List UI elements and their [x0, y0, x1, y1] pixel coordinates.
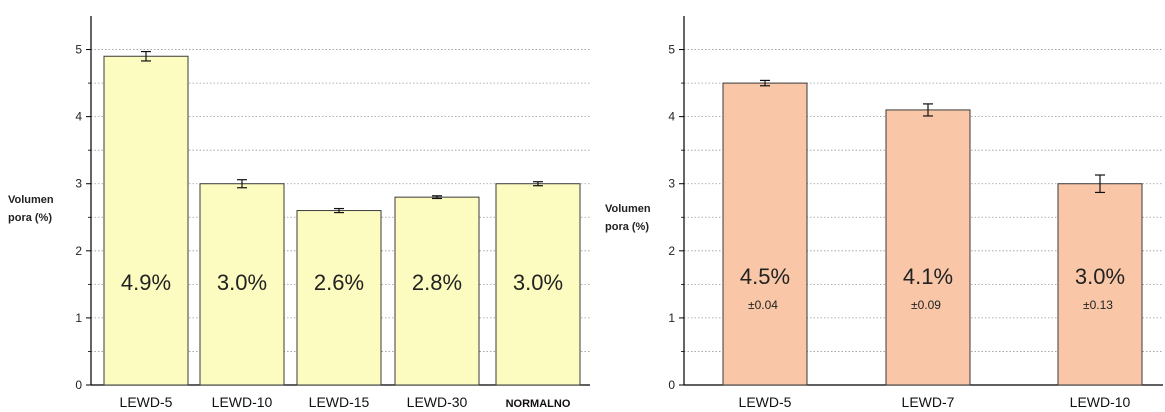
- y-tick-label: 0: [75, 378, 82, 392]
- y-tick-label: 2: [668, 244, 675, 258]
- y-tick-label: 0: [668, 378, 675, 392]
- chart-left: Volumen pora (%) 0 1 2 3 4 5 4.9% LEWD-5 3.0% LEW…: [8, 16, 590, 410]
- bar: [1057, 183, 1143, 386]
- bar: [394, 196, 480, 386]
- data-sublabel: ±0.04: [748, 298, 778, 312]
- y-tick-label: 3: [75, 177, 82, 191]
- y-tick-label: 5: [668, 43, 675, 57]
- bar: [199, 183, 285, 386]
- x-tick-label: NORMALNO: [506, 398, 571, 410]
- bar: [103, 55, 189, 386]
- data-label: 4.1%: [903, 264, 953, 289]
- y-axis-label-line1: Volumen: [8, 194, 54, 206]
- data-label: 2.6%: [314, 270, 364, 295]
- y-tick-label: 5: [75, 43, 82, 57]
- y-axis-label-line1: Volumen: [605, 203, 651, 215]
- bar: [296, 210, 382, 386]
- data-label: 4.9%: [121, 270, 171, 295]
- data-label: 3.0%: [513, 270, 563, 295]
- bar: [722, 82, 808, 386]
- x-tick-label: LEWD-10: [1070, 394, 1131, 410]
- data-label: 3.0%: [1075, 264, 1125, 289]
- y-tick-label: 1: [668, 311, 675, 325]
- y-tick-label: 4: [668, 110, 675, 124]
- y-tick-label: 3: [668, 177, 675, 191]
- chart-right: Volumen pora (%) 0 1 2 3 4 5 4.5% ±0.04 LEWD-5 4.…: [605, 16, 1163, 410]
- data-label: 2.8%: [412, 270, 462, 295]
- x-tick-label: LEWD-7: [902, 394, 955, 410]
- x-tick-label: LEWD-10: [212, 394, 273, 410]
- x-tick-label: LEWD-5: [120, 394, 173, 410]
- bar: [885, 109, 971, 386]
- y-axis-label-line2: pora (%): [8, 212, 52, 224]
- y-axis-label-line2: pora (%): [605, 221, 649, 233]
- data-label: 3.0%: [217, 270, 267, 295]
- x-tick-label: LEWD-30: [407, 394, 468, 410]
- data-label: 4.5%: [740, 264, 790, 289]
- data-sublabel: ±0.13: [1083, 298, 1113, 312]
- bar: [495, 183, 581, 386]
- y-tick-label: 1: [75, 311, 82, 325]
- y-tick-label: 2: [75, 244, 82, 258]
- x-tick-label: LEWD-5: [739, 394, 792, 410]
- y-tick-label: 4: [75, 110, 82, 124]
- x-tick-label: LEWD-15: [309, 394, 370, 410]
- data-sublabel: ±0.09: [911, 298, 941, 312]
